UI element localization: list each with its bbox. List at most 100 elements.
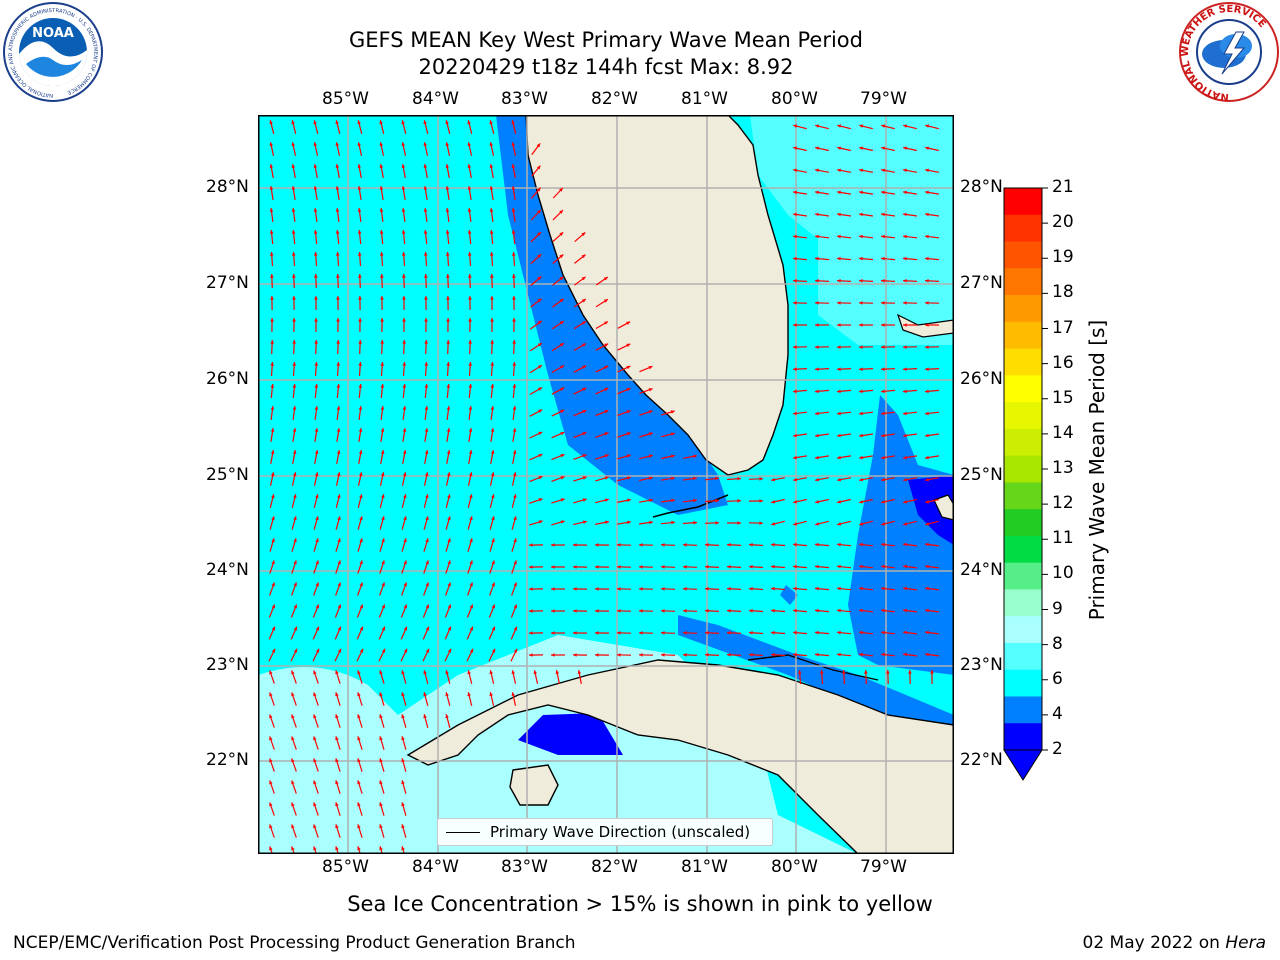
wave-arrow-head (467, 252, 472, 256)
wave-arrow-head (270, 472, 275, 476)
wave-arrow-head (573, 609, 577, 613)
wave-arrow-head (313, 142, 317, 146)
wave-arrow-head (424, 472, 429, 476)
wave-arrow-head (881, 256, 885, 261)
wave-arrow-head (403, 582, 407, 587)
wave-arrow-head (737, 476, 741, 481)
wave-arrow-head (727, 587, 731, 591)
wave-arrow-head (537, 343, 542, 347)
wave-arrow-head (425, 494, 429, 499)
wave-arrow-head (815, 168, 819, 173)
credit-host: Hera (1225, 933, 1266, 953)
wave-arrow-head (793, 477, 797, 482)
map-border (258, 115, 954, 854)
wave-arrow-head (560, 498, 565, 502)
wave-arrow-head (693, 498, 697, 503)
wave-arrow-head (402, 472, 407, 476)
wave-arrow-head (903, 256, 907, 261)
wave-arrow-head (560, 454, 565, 458)
wave-arrow-head (357, 186, 362, 190)
wave-arrow-head (511, 230, 516, 234)
wave-arrow-head (313, 164, 318, 168)
wave-arrow-head (313, 186, 318, 190)
wave-arrow-head (468, 450, 473, 454)
wave-arrow-head (380, 428, 385, 432)
wave-arrow-head (447, 538, 451, 543)
wave-arrow-head (489, 230, 494, 234)
wave-arrow-head (815, 234, 819, 239)
wave-arrow-head (903, 411, 907, 416)
wave-arrow-head (381, 604, 385, 609)
wave-arrow-head (560, 432, 565, 436)
wave-arrow-head (595, 631, 599, 635)
wave-arrow-head (903, 652, 907, 657)
wave-arrow-head (447, 582, 451, 587)
wave-arrow-head (270, 296, 274, 300)
wave-arrow-head (269, 208, 274, 212)
colorbar-tick-label: 15 (1052, 387, 1074, 408)
wave-arrow-head (793, 433, 797, 438)
colorbar-tick-label: 9 (1052, 598, 1063, 619)
wave-arrow-head (381, 626, 385, 631)
wave-arrow-head (903, 433, 907, 438)
wave-arrow-head (447, 516, 451, 521)
wave-arrow-head (293, 560, 297, 565)
wave-arrow-head (603, 299, 608, 303)
wave-arrow-head (314, 428, 319, 432)
map-subtitle: 20220429 t18z 144h fcst Max: 8.92 (418, 55, 794, 79)
wave-arrow-head (379, 164, 384, 168)
wave-arrow-head (671, 498, 675, 503)
wave-arrow-head (925, 168, 929, 173)
wave-arrow-head (925, 323, 929, 327)
wave-arrow-head (293, 538, 297, 543)
colorbar-tick-label: 2 (1052, 739, 1063, 759)
wave-arrow-head (491, 582, 495, 587)
wave-arrow-head (403, 516, 407, 521)
wave-arrow-head (859, 522, 864, 526)
wave-arrow-head (925, 477, 929, 482)
wave-arrow-head (513, 538, 517, 543)
wave-arrow-head (512, 472, 517, 476)
wave-arrow-head (314, 406, 319, 410)
colorbar-tick-label: 11 (1052, 528, 1074, 549)
legend-label: Primary Wave Direction (unscaled) (490, 823, 751, 841)
wave-arrow-head (402, 428, 407, 432)
wave-arrow-head (467, 208, 472, 212)
wave-arrow-head (315, 538, 319, 543)
period-band-lt2-bahamas (908, 475, 954, 545)
wave-arrow-head (536, 187, 541, 192)
wave-arrow-head (269, 692, 273, 697)
colorbar-label: Primary Wave Mean Period [s] (1085, 319, 1109, 621)
wave-arrow-head (604, 454, 609, 458)
lon-tick-top: 82°W (591, 89, 638, 109)
wave-arrow-head (815, 411, 819, 416)
wave-arrow-head (468, 406, 473, 410)
wave-arrow-head (582, 476, 587, 480)
wave-arrow-head (661, 653, 665, 657)
wave-arrow-head (715, 521, 719, 525)
wave-arrow-head (358, 428, 363, 432)
wave-arrow-head (335, 252, 340, 256)
wave-arrow-head (423, 186, 428, 190)
wave-arrow-head (881, 168, 885, 173)
wave-arrow-head (815, 586, 819, 591)
wave-arrow-head (925, 608, 929, 613)
wave-arrow-head (859, 433, 863, 438)
wave-arrow-head (335, 692, 339, 697)
wave-arrow-head (468, 472, 473, 476)
wave-arrow-head (551, 653, 555, 657)
wave-arrow-head (881, 389, 885, 394)
wave-arrow-head (793, 323, 797, 327)
wave-arrow-head (491, 494, 495, 499)
wave-arrow-head (359, 648, 364, 653)
wave-arrow-head (727, 565, 731, 569)
wave-arrow-head (270, 406, 275, 410)
colorbar (1003, 187, 1048, 781)
wave-arrow-head (468, 384, 473, 388)
wave-arrow-head (469, 560, 473, 565)
wave-arrow-head (903, 477, 907, 482)
wave-arrow-head (793, 234, 797, 239)
lon-tick-bottom: 82°W (591, 857, 638, 877)
wave-arrow-head (903, 190, 907, 195)
wave-arrow-head (490, 406, 495, 410)
